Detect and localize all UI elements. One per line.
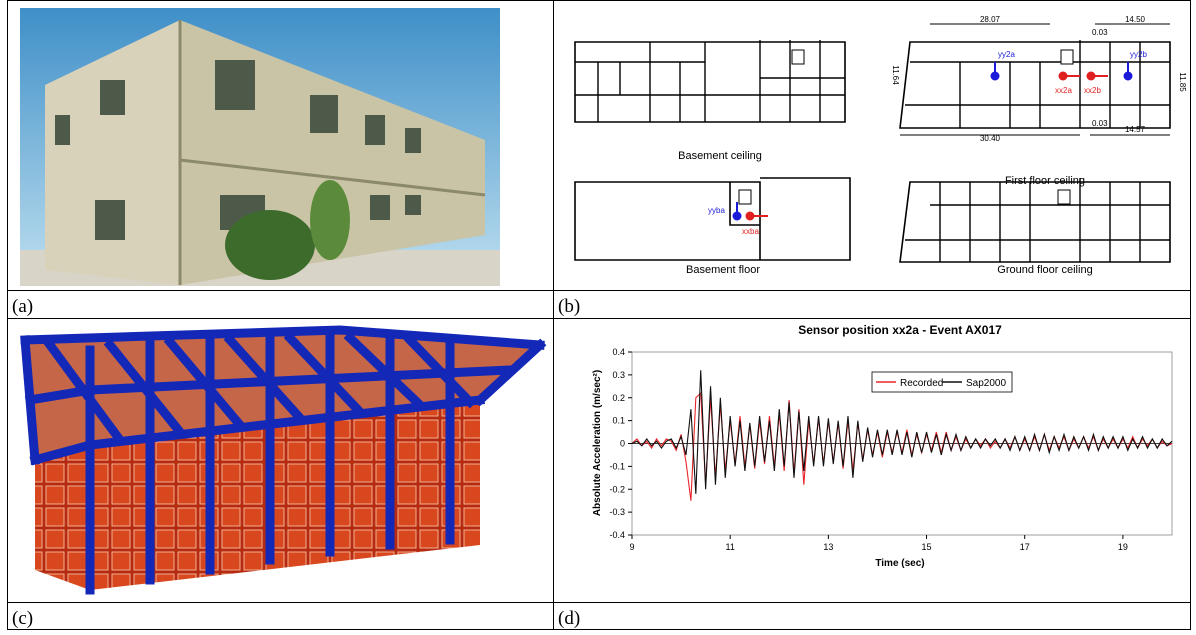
- dimension: 11.64: [891, 65, 900, 85]
- sensor-label: yyba: [708, 206, 725, 215]
- y-tick-label: 0.1: [612, 416, 625, 426]
- panel-label: (c): [12, 608, 33, 629]
- y-tick-label: -0.1: [609, 461, 625, 471]
- chart: Sensor position xx2a - Event AX017 Time …: [592, 323, 1173, 569]
- dimension: 28.07: [980, 15, 1001, 24]
- series-line: [631, 370, 1173, 494]
- floor-plans: [574, 23, 1171, 263]
- plan-caption: Ground floor ceiling: [997, 264, 1092, 276]
- sensor-label: yy2b: [1130, 50, 1147, 59]
- dimension: 0.03: [1092, 119, 1108, 128]
- x-tick-label: 19: [1118, 542, 1128, 552]
- legend-label: Recorded: [900, 378, 943, 389]
- y-tick-label: -0.4: [609, 530, 625, 540]
- y-tick-label: 0.4: [612, 347, 625, 357]
- sensor-label: xx2a: [1055, 86, 1072, 95]
- panel-label: (a): [12, 296, 33, 317]
- panel-label: (b): [558, 296, 580, 317]
- x-tick-label: 11: [726, 542, 735, 552]
- y-tick-label: 0: [620, 439, 625, 449]
- building-photo: [20, 8, 500, 286]
- dimension: 30.40: [980, 134, 1001, 143]
- y-tick-label: 0.2: [612, 393, 625, 403]
- chart-title: Sensor position xx2a - Event AX017: [798, 323, 1002, 337]
- x-tick-label: 9: [629, 542, 634, 552]
- dimension: 11.85: [1178, 72, 1187, 92]
- structural-model: [20, 325, 547, 595]
- dimension: 14.57: [1125, 125, 1146, 134]
- y-tick-label: -0.3: [609, 507, 625, 517]
- plan-caption: Basement ceiling: [678, 150, 762, 162]
- sensor-label: xx2b: [1084, 86, 1101, 95]
- x-tick-label: 15: [922, 542, 932, 552]
- sensor-label: yy2a: [998, 50, 1015, 59]
- sensor-label: xxba: [742, 227, 759, 236]
- x-axis-label: Time (sec): [875, 558, 924, 569]
- plan-caption: First floor ceiling: [1005, 175, 1085, 187]
- y-tick-label: 0.3: [612, 370, 625, 380]
- legend-label: Sap2000: [966, 378, 1006, 389]
- plan-texts: Basement ceiling First floor ceiling Bas…: [678, 15, 1187, 276]
- y-axis-label: Absolute Acceleration (m/sec²): [592, 370, 603, 516]
- sensor-markers: [732, 62, 1133, 221]
- dimension: 0.03: [1092, 28, 1108, 37]
- panel-label: (d): [558, 608, 580, 629]
- x-tick-label: 17: [1020, 542, 1030, 552]
- plan-caption: Basement floor: [686, 264, 760, 276]
- dimension: 14.50: [1125, 15, 1146, 24]
- series-line: [631, 391, 1173, 501]
- y-tick-label: -0.2: [609, 484, 625, 494]
- x-tick-label: 13: [823, 542, 833, 552]
